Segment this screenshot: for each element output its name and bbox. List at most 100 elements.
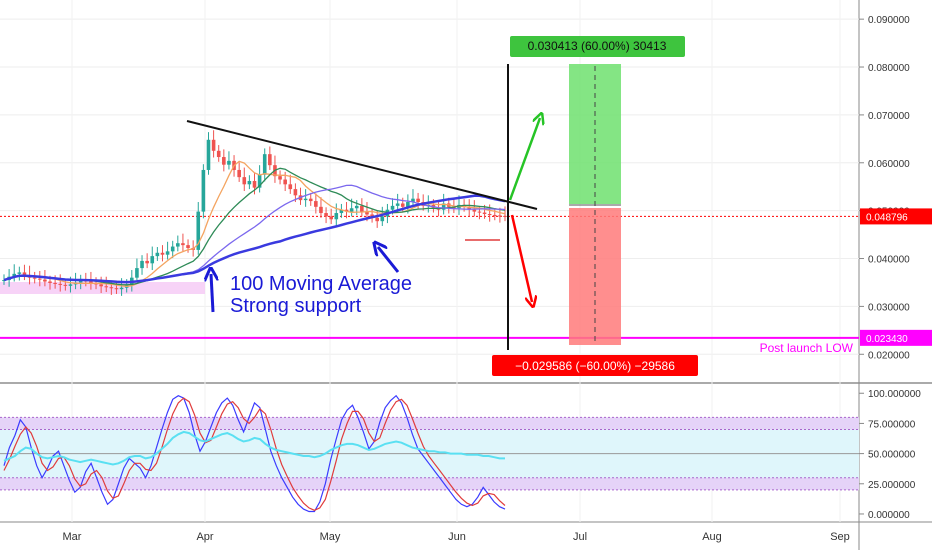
candle-body — [252, 180, 257, 188]
candle-body — [140, 260, 144, 269]
candle-body — [104, 286, 109, 288]
oscillator-lines — [3, 394, 506, 513]
candle-body — [247, 180, 252, 185]
candle-body — [283, 179, 287, 185]
candle-body — [53, 282, 57, 284]
candle-body — [324, 213, 328, 217]
month-tick-label: Aug — [702, 531, 722, 543]
annotation-line-1: 100 Moving Average — [230, 273, 412, 295]
price-tick-label: 0.090000 — [868, 15, 910, 26]
candle-body — [150, 256, 155, 264]
candle-body — [155, 252, 160, 257]
price-tick-label: 0.020000 — [868, 350, 910, 361]
candle-body — [43, 279, 47, 282]
candle-body — [395, 203, 400, 206]
candle-body — [12, 273, 17, 277]
candle-body — [472, 209, 477, 212]
candle-body — [354, 205, 359, 209]
candle-body — [319, 206, 323, 214]
osc-tick-label: 75.000000 — [868, 419, 916, 430]
candle-body — [416, 198, 420, 203]
candle-body — [293, 189, 298, 196]
candle-body — [334, 213, 339, 220]
candle-body — [109, 287, 114, 289]
candle-body — [303, 198, 308, 201]
month-tick-label: Apr — [196, 531, 213, 543]
candle-body — [78, 280, 83, 283]
annotation-arrow-2 — [378, 247, 400, 273]
candle-body — [89, 281, 93, 283]
osc-line-d — [3, 397, 506, 511]
down-target-label: −0.029586 (−60.00%) −29586 — [515, 359, 675, 373]
candle-body — [237, 169, 241, 178]
month-tick-label: Jun — [448, 531, 466, 543]
candle-body — [257, 174, 262, 188]
candle-body — [498, 215, 502, 217]
price-tick-label: 0.080000 — [868, 63, 910, 74]
candle-body — [170, 246, 175, 252]
candle-body — [242, 177, 247, 185]
support-price-tag-bg — [860, 329, 932, 346]
oscillator-bands — [0, 416, 859, 491]
up-target-label-bg — [510, 36, 685, 57]
candle-body — [487, 214, 492, 216]
candle-body — [58, 283, 63, 285]
candle-body — [492, 214, 497, 216]
candle-body — [400, 203, 405, 207]
grid-lines — [0, 0, 859, 522]
annotation-line-2: Strong support — [230, 295, 362, 317]
candle-body — [308, 198, 313, 202]
candle-body — [477, 211, 482, 213]
month-tick-label: Mar — [63, 531, 82, 543]
candle-body — [339, 209, 344, 214]
candle-body — [37, 278, 42, 280]
candle-body — [48, 281, 52, 283]
annotation-arrow-1 — [211, 274, 213, 313]
osc-tick-label: 50.000000 — [868, 450, 916, 461]
candle-body — [365, 211, 369, 215]
candle-body — [176, 243, 180, 247]
candle-body — [441, 203, 446, 210]
moving-averages — [3, 160, 506, 288]
price-tick-label: 0.060000 — [868, 159, 910, 170]
support-note: Post launch LOW — [760, 341, 854, 355]
candle-body — [145, 260, 149, 264]
candle-body — [135, 268, 139, 278]
candle-body — [160, 252, 165, 255]
up-arrow — [508, 118, 540, 201]
candle-body — [482, 212, 487, 215]
candle-body — [206, 139, 211, 170]
current-price-tag-bg — [860, 208, 932, 225]
oscillator-band — [0, 477, 859, 490]
candle-body — [196, 211, 201, 250]
candle-body — [22, 272, 27, 276]
support-price-tag: 0.023430 — [866, 334, 908, 345]
candle-body — [63, 284, 68, 286]
support-zone-highlight — [0, 282, 205, 294]
month-tick-label: Sep — [830, 531, 850, 543]
time-axis-ticks: Mar Apr May Jun Jul Aug Sep — [63, 531, 850, 543]
candle-body — [349, 208, 354, 212]
candle-body — [329, 216, 333, 220]
oscillator-axis-ticks: 100.000000 75.000000 50.000000 25.000000 0.0… — [859, 389, 921, 521]
candle-body — [114, 288, 119, 290]
candle-body — [32, 277, 37, 279]
candle-body — [380, 216, 385, 222]
candle-body — [68, 284, 73, 286]
osc-line-k — [3, 394, 506, 513]
candle-body — [181, 243, 185, 246]
current-price-tag: 0.048796 — [866, 212, 908, 223]
candle-body — [268, 154, 272, 166]
candle-body — [390, 205, 395, 210]
candle-body — [17, 272, 22, 274]
candle-body — [2, 280, 6, 282]
candle-body — [216, 150, 221, 158]
price-tick-label: 0.070000 — [868, 111, 910, 122]
osc-tick-label: 100.000000 — [868, 389, 921, 400]
candle-body — [201, 169, 206, 212]
candle-body — [99, 284, 103, 287]
candle-body — [222, 157, 226, 165]
candle-body — [186, 245, 190, 248]
candle-body — [360, 205, 364, 212]
